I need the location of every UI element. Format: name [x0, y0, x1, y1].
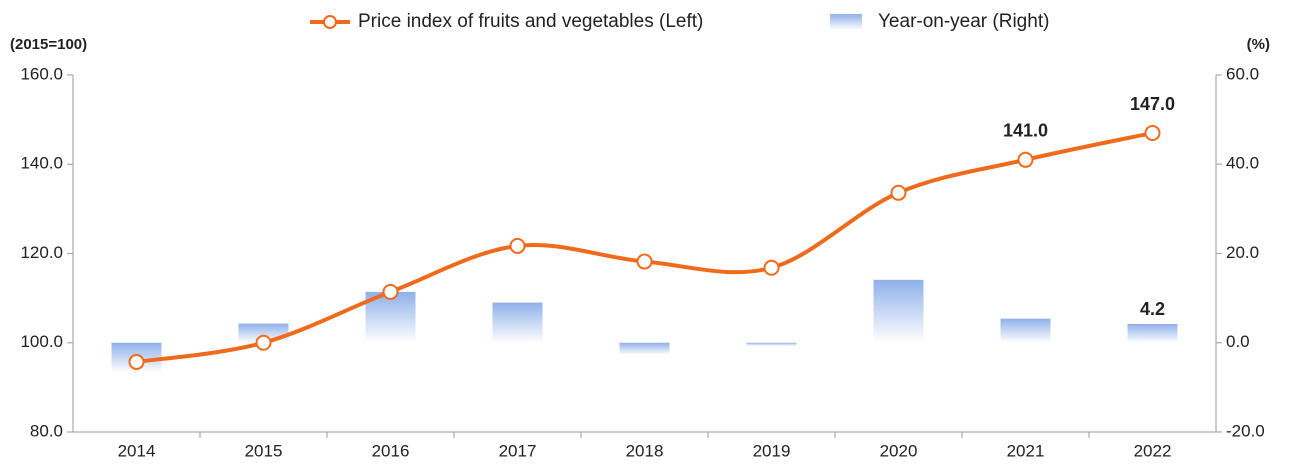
x-tick-label: 2016: [372, 441, 410, 460]
legend-marker: [323, 15, 337, 29]
y2-tick-label: 20.0: [1226, 243, 1259, 262]
y-tick-label: 120.0: [20, 243, 63, 262]
bar: [1127, 324, 1178, 343]
marker: [1017, 151, 1034, 168]
data-label: 147.0: [1130, 94, 1175, 114]
bar: [619, 342, 670, 355]
line: [136, 131, 1153, 364]
marker: [255, 334, 272, 351]
x-tick-label: 2022: [1134, 441, 1172, 460]
data-label: 4.2: [1140, 299, 1165, 319]
y2-tick-label: -20.0: [1226, 421, 1265, 440]
y2-tick-label: 40.0: [1226, 154, 1259, 173]
bar: [746, 342, 797, 346]
x-tick-label: 2014: [118, 441, 156, 460]
x-tick-label: 2015: [245, 441, 283, 460]
marker: [382, 283, 399, 300]
x-tick-label: 2021: [1007, 441, 1045, 460]
y-tick-label: 140.0: [20, 154, 63, 173]
data-label: 141.0: [1003, 121, 1048, 141]
y-tick-label: 100.0: [20, 332, 63, 351]
bar: [873, 279, 924, 343]
y2-tick-label: 0.0: [1226, 332, 1250, 351]
marker: [890, 184, 907, 201]
x-tick-label: 2018: [626, 441, 664, 460]
y2-tick-label: 60.0: [1226, 64, 1259, 83]
legend-label: Year-on-year (Right): [878, 11, 1049, 32]
bar: [492, 302, 543, 343]
y-tick-label: 160.0: [20, 64, 63, 83]
x-tick-label: 2019: [753, 441, 791, 460]
legend-label: Price index of fruits and vegetables (Le…: [358, 11, 703, 32]
y-tick-label: 80.0: [30, 421, 63, 440]
marker: [636, 253, 653, 270]
x-tick-label: 2020: [880, 441, 918, 460]
legend-swatch: [830, 14, 862, 30]
marker: [763, 259, 780, 276]
bar: [1000, 318, 1051, 343]
marker: [509, 237, 526, 254]
x-tick-label: 2017: [499, 441, 537, 460]
y2-axis-label: (%): [1247, 36, 1270, 53]
marker: [1144, 125, 1161, 142]
marker: [128, 353, 145, 370]
y-axis-label: (2015=100): [10, 36, 87, 53]
